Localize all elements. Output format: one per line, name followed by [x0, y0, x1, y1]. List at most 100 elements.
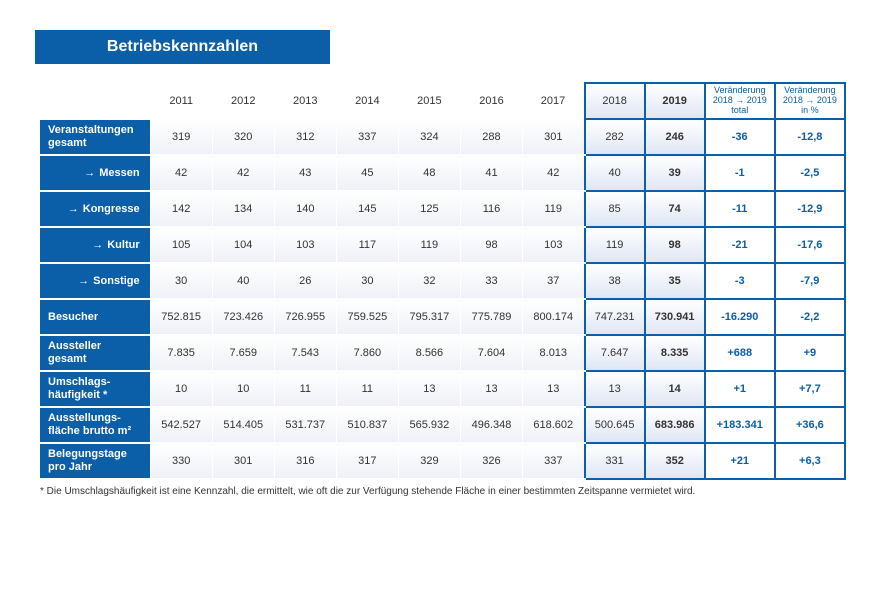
highlight-cell: 683.986 [645, 407, 705, 443]
year-header: 2011 [150, 83, 212, 119]
data-cell: 145 [336, 191, 398, 227]
highlight-cell: 331 [585, 443, 645, 479]
data-cell: 337 [523, 443, 585, 479]
row-header: Belegungstage pro Jahr [40, 443, 150, 479]
highlight-cell: 40 [585, 155, 645, 191]
highlight-cell: 747.231 [585, 299, 645, 335]
data-cell: 542.527 [150, 407, 212, 443]
row-label: Umschlags-häufigkeit * [48, 376, 110, 401]
highlight-cell: 246 [645, 119, 705, 155]
data-cell: 37 [523, 263, 585, 299]
data-cell: 32 [398, 263, 460, 299]
footnote: * Die Umschlagshäufigkeit ist eine Kennz… [40, 486, 846, 497]
table-row: Belegungstage pro Jahr330301316317329326… [40, 443, 845, 479]
highlight-cell: 7.647 [585, 335, 645, 371]
data-cell: 42 [523, 155, 585, 191]
data-cell: 8.566 [398, 335, 460, 371]
change-pct-cell: -17,6 [775, 227, 845, 263]
data-cell: 125 [398, 191, 460, 227]
arrow-icon: → [68, 203, 79, 215]
year-header: 2017 [523, 83, 585, 119]
data-cell: 7.860 [336, 335, 398, 371]
highlight-cell: 38 [585, 263, 645, 299]
arrow-icon: → [92, 239, 103, 251]
data-cell: 324 [398, 119, 460, 155]
data-cell: 723.426 [212, 299, 274, 335]
table-row: Aussteller gesamt 7.8357.6597.5437.8608.5… [40, 335, 845, 371]
highlight-cell: 730.941 [645, 299, 705, 335]
data-cell: 42 [150, 155, 212, 191]
change-total-cell: +183.341 [705, 407, 775, 443]
change-pct-cell: +9 [775, 335, 845, 371]
data-cell: 13 [398, 371, 460, 407]
data-cell: 103 [523, 227, 585, 263]
data-cell: 565.932 [398, 407, 460, 443]
highlight-cell: 500.645 [585, 407, 645, 443]
highlight-cell: 35 [645, 263, 705, 299]
data-cell: 40 [212, 263, 274, 299]
row-label: Belegungstage pro Jahr [48, 448, 127, 473]
change-pct-header: Veränderung2018 → 2019in % [775, 83, 845, 119]
table-row: Besucher752.815723.426726.955759.525795.… [40, 299, 845, 335]
data-cell: 301 [523, 119, 585, 155]
year-header: 2016 [460, 83, 522, 119]
kpi-table: 2011 2012 2013 2014 2015 2016 2017 2018 … [40, 82, 846, 480]
data-cell: 759.525 [336, 299, 398, 335]
data-cell: 7.543 [274, 335, 336, 371]
change-pct-cell: -12,9 [775, 191, 845, 227]
row-header: Aussteller gesamt [40, 335, 150, 371]
row-header: Veranstaltungen gesamt [40, 119, 150, 155]
data-cell: 11 [274, 371, 336, 407]
change-total-cell: -1 [705, 155, 775, 191]
change-total-cell: -11 [705, 191, 775, 227]
highlight-cell: 119 [585, 227, 645, 263]
arrow-icon: → [78, 275, 89, 287]
highlight-cell: 14 [645, 371, 705, 407]
data-cell: 800.174 [523, 299, 585, 335]
arrow-icon: → [84, 167, 95, 179]
row-label: Veranstaltungen gesamt [48, 124, 134, 149]
data-cell: 13 [523, 371, 585, 407]
data-cell: 7.835 [150, 335, 212, 371]
highlight-cell: 352 [645, 443, 705, 479]
data-cell: 320 [212, 119, 274, 155]
data-cell: 510.837 [336, 407, 398, 443]
data-cell: 142 [150, 191, 212, 227]
table-row: →Messen424243454841424039-1-2,5 [40, 155, 845, 191]
change-total-cell: +688 [705, 335, 775, 371]
row-header: Umschlags-häufigkeit * [40, 371, 150, 407]
row-label: Messen [99, 167, 139, 179]
row-header: →Kultur [40, 227, 150, 263]
table-row: →Kultur1051041031171199810311998-21-17,6 [40, 227, 845, 263]
table-row: Ausstellungs-fläche brutto m² 542.527514.… [40, 407, 845, 443]
data-cell: 116 [460, 191, 522, 227]
row-header: Besucher [40, 299, 150, 335]
change-pct-cell: +7,7 [775, 371, 845, 407]
data-cell: 41 [460, 155, 522, 191]
row-label: Aussteller gesamt [48, 340, 101, 365]
data-cell: 514.405 [212, 407, 274, 443]
data-cell: 119 [398, 227, 460, 263]
change-pct-cell: -7,9 [775, 263, 845, 299]
data-cell: 301 [212, 443, 274, 479]
change-total-cell: -21 [705, 227, 775, 263]
highlight-cell: 282 [585, 119, 645, 155]
highlight-cell: 85 [585, 191, 645, 227]
row-label: Kongresse [83, 203, 140, 215]
data-cell: 7.659 [212, 335, 274, 371]
year-header: 2012 [212, 83, 274, 119]
data-cell: 496.348 [460, 407, 522, 443]
highlight-cell: 39 [645, 155, 705, 191]
page-title: Betriebskennzahlen [35, 30, 330, 64]
highlight-cell: 8.335 [645, 335, 705, 371]
data-cell: 10 [212, 371, 274, 407]
change-total-cell: -16.290 [705, 299, 775, 335]
row-label: Besucher [48, 311, 98, 323]
data-cell: 795.317 [398, 299, 460, 335]
change-pct-cell: -2,5 [775, 155, 845, 191]
data-cell: 317 [336, 443, 398, 479]
row-header: →Sonstige [40, 263, 150, 299]
row-header: Ausstellungs-fläche brutto m² [40, 407, 150, 443]
data-cell: 330 [150, 443, 212, 479]
row-label: Ausstellungs-fläche brutto m² [48, 412, 131, 437]
